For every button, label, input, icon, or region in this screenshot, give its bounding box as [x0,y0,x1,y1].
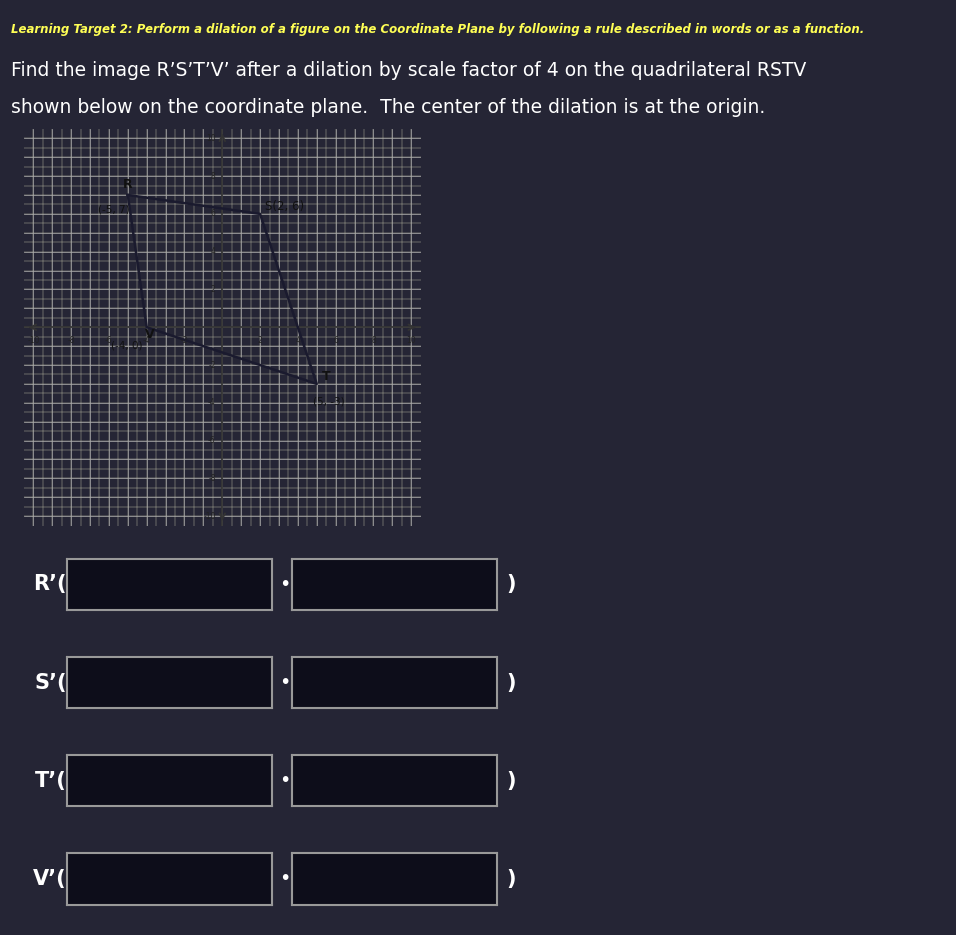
Text: ): ) [507,672,516,693]
Text: -10: -10 [204,511,216,521]
Text: T: T [321,370,330,383]
Text: 4: 4 [295,336,300,345]
Text: Find the image R’S’T’V’ after a dilation by scale factor of 4 on the quadrilater: Find the image R’S’T’V’ after a dilation… [11,61,807,79]
Text: 8: 8 [211,172,216,180]
Text: -8: -8 [208,474,216,482]
Text: (-5, 7): (-5, 7) [98,204,129,214]
Text: 10: 10 [406,336,416,345]
Text: •: • [279,771,290,790]
Text: shown below on the coordinate plane.  The center of the dilation is at the origi: shown below on the coordinate plane. The… [11,98,766,117]
Text: R: R [123,179,133,192]
Text: T’(: T’( [35,770,67,791]
Text: -4: -4 [208,398,216,408]
Text: -10: -10 [27,336,39,345]
Text: -2: -2 [208,361,216,369]
Text: •: • [279,673,290,692]
Text: 6: 6 [210,209,216,219]
Text: ): ) [507,574,516,595]
Text: -6: -6 [208,436,216,445]
Text: 6: 6 [334,336,338,345]
Text: R’(: R’( [33,574,67,595]
Text: Learning Target 2: Perform a dilation of a figure on the Coordinate Plane by fol: Learning Target 2: Perform a dilation of… [11,23,865,36]
Text: -4: -4 [142,336,150,345]
Text: ): ) [507,869,516,889]
Text: (-4, 0): (-4, 0) [111,340,142,350]
Text: V’(: V’( [33,869,67,889]
Text: ): ) [507,770,516,791]
Text: -2: -2 [181,336,188,345]
Text: -8: -8 [67,336,75,345]
Text: 2: 2 [258,336,263,345]
Text: S(2, 6): S(2, 6) [265,200,304,213]
Text: V: V [144,327,155,340]
Text: 8: 8 [371,336,376,345]
Text: 4: 4 [210,247,216,256]
Text: 2: 2 [211,285,216,294]
Text: •: • [279,870,290,888]
Text: (5, -3): (5, -3) [313,396,344,407]
Text: -6: -6 [105,336,113,345]
Text: •: • [279,575,290,594]
Text: S’(: S’( [34,672,67,693]
Text: 10: 10 [206,134,216,143]
